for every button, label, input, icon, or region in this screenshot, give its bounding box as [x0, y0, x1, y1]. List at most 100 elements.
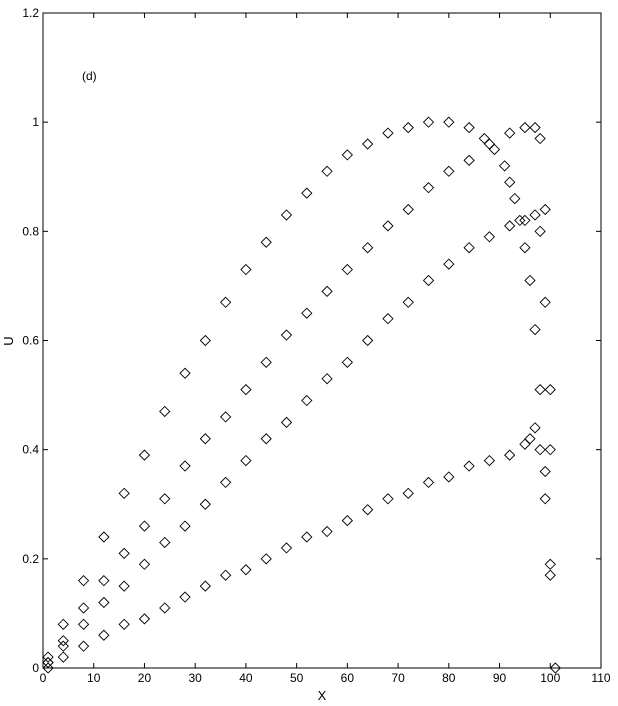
- diamond-marker: [539, 493, 551, 505]
- diamond-marker: [362, 138, 374, 150]
- diamond-marker: [219, 411, 232, 423]
- diamond-marker: [321, 165, 333, 177]
- diamond-marker: [443, 471, 455, 483]
- diamond-marker: [341, 514, 354, 527]
- diamond-marker: [534, 225, 546, 237]
- diamond-marker: [422, 476, 435, 489]
- series-1: [42, 116, 561, 674]
- diamond-marker: [77, 640, 90, 652]
- diamond-marker: [42, 651, 54, 663]
- diamond-marker: [240, 383, 252, 396]
- x-tick-label: 110: [591, 671, 610, 685]
- diamond-marker: [199, 334, 211, 347]
- diamond-marker: [98, 531, 110, 543]
- diamond-marker: [422, 274, 435, 287]
- diamond-marker: [77, 575, 90, 587]
- diamond-marker: [544, 558, 556, 570]
- diamond-marker: [57, 651, 69, 663]
- diamond-marker: [260, 433, 272, 445]
- x-tick-label: 20: [138, 671, 152, 685]
- diamond-marker: [382, 220, 394, 232]
- diamond-marker: [382, 493, 394, 505]
- diamond-marker: [341, 356, 354, 368]
- diamond-marker: [138, 558, 151, 570]
- diamond-marker: [422, 182, 435, 194]
- diamond-marker: [544, 444, 556, 456]
- diamond-marker: [159, 493, 171, 505]
- series-2: [42, 121, 556, 669]
- diamond-marker: [514, 214, 526, 227]
- diamond-marker: [240, 564, 252, 576]
- diamond-marker: [77, 602, 90, 614]
- x-tick-label: 10: [87, 671, 101, 685]
- diamond-marker: [504, 220, 516, 232]
- diamond-marker: [539, 203, 551, 216]
- y-tick-label: 0.2: [22, 552, 39, 566]
- panel-label: (d): [82, 69, 97, 83]
- diamond-marker: [57, 618, 69, 630]
- diamond-marker: [483, 231, 496, 243]
- diamond-marker: [179, 367, 191, 379]
- diamond-marker: [159, 602, 171, 614]
- x-tick-label: 60: [341, 671, 355, 685]
- diamond-marker: [488, 143, 501, 156]
- diamond-marker: [98, 575, 110, 587]
- diamond-marker: [402, 296, 414, 308]
- diamond-marker: [301, 307, 313, 319]
- diamond-marker: [402, 487, 414, 499]
- x-tick-label: 80: [442, 671, 456, 685]
- diamond-marker: [42, 656, 54, 669]
- diamond-marker: [524, 274, 536, 287]
- x-tick-label: 70: [391, 671, 405, 685]
- diamond-marker: [280, 209, 293, 221]
- diamond-marker: [539, 465, 551, 478]
- diamond-marker: [463, 242, 475, 254]
- diamond-marker: [219, 476, 232, 489]
- diamond-marker: [219, 569, 232, 581]
- diamond-marker: [159, 405, 171, 418]
- diamond-marker: [362, 334, 374, 347]
- y-axis-label: U: [1, 336, 16, 345]
- diamond-marker: [498, 160, 511, 172]
- diamond-marker: [57, 640, 69, 652]
- y-axis: 0 0.2 0.4 0.6 0.8 1 1.2: [22, 6, 601, 675]
- diamond-marker: [382, 313, 394, 325]
- diamond-marker: [240, 263, 252, 276]
- diamond-marker: [98, 596, 110, 609]
- diamond-marker: [118, 580, 130, 592]
- diamond-marker: [529, 422, 541, 434]
- diamond-marker: [529, 323, 541, 336]
- diamond-marker: [280, 542, 293, 554]
- diamond-marker: [159, 536, 171, 549]
- diamond-marker: [362, 242, 374, 254]
- diamond-marker: [504, 176, 516, 188]
- diamond-marker: [321, 525, 333, 538]
- diamond-marker: [240, 454, 252, 467]
- diamond-marker: [301, 531, 313, 543]
- diamond-marker: [463, 154, 475, 167]
- diamond-marker: [362, 504, 374, 516]
- y-tick-label: 0.8: [22, 224, 39, 238]
- diamond-marker: [544, 383, 556, 396]
- y-tick-label: 0.4: [22, 443, 39, 457]
- diamond-marker: [443, 116, 455, 128]
- diamond-marker: [118, 547, 130, 560]
- data-markers: [42, 116, 561, 674]
- diamond-marker: [534, 383, 546, 396]
- diamond-marker: [422, 116, 435, 128]
- diamond-marker: [179, 460, 191, 472]
- diamond-marker: [280, 329, 293, 341]
- diamond-marker: [463, 460, 475, 472]
- diamond-marker: [341, 263, 354, 276]
- diamond-marker: [118, 618, 130, 630]
- diamond-marker: [463, 121, 475, 134]
- diamond-marker: [519, 438, 531, 450]
- diamond-marker: [524, 433, 536, 445]
- diamond-marker: [42, 662, 54, 674]
- x-tick-label: 100: [540, 671, 560, 685]
- diamond-marker: [321, 373, 333, 385]
- x-tick-label: 40: [239, 671, 253, 685]
- diamond-marker: [341, 149, 354, 161]
- x-tick-label: 0: [40, 671, 47, 685]
- diamond-marker: [280, 416, 293, 429]
